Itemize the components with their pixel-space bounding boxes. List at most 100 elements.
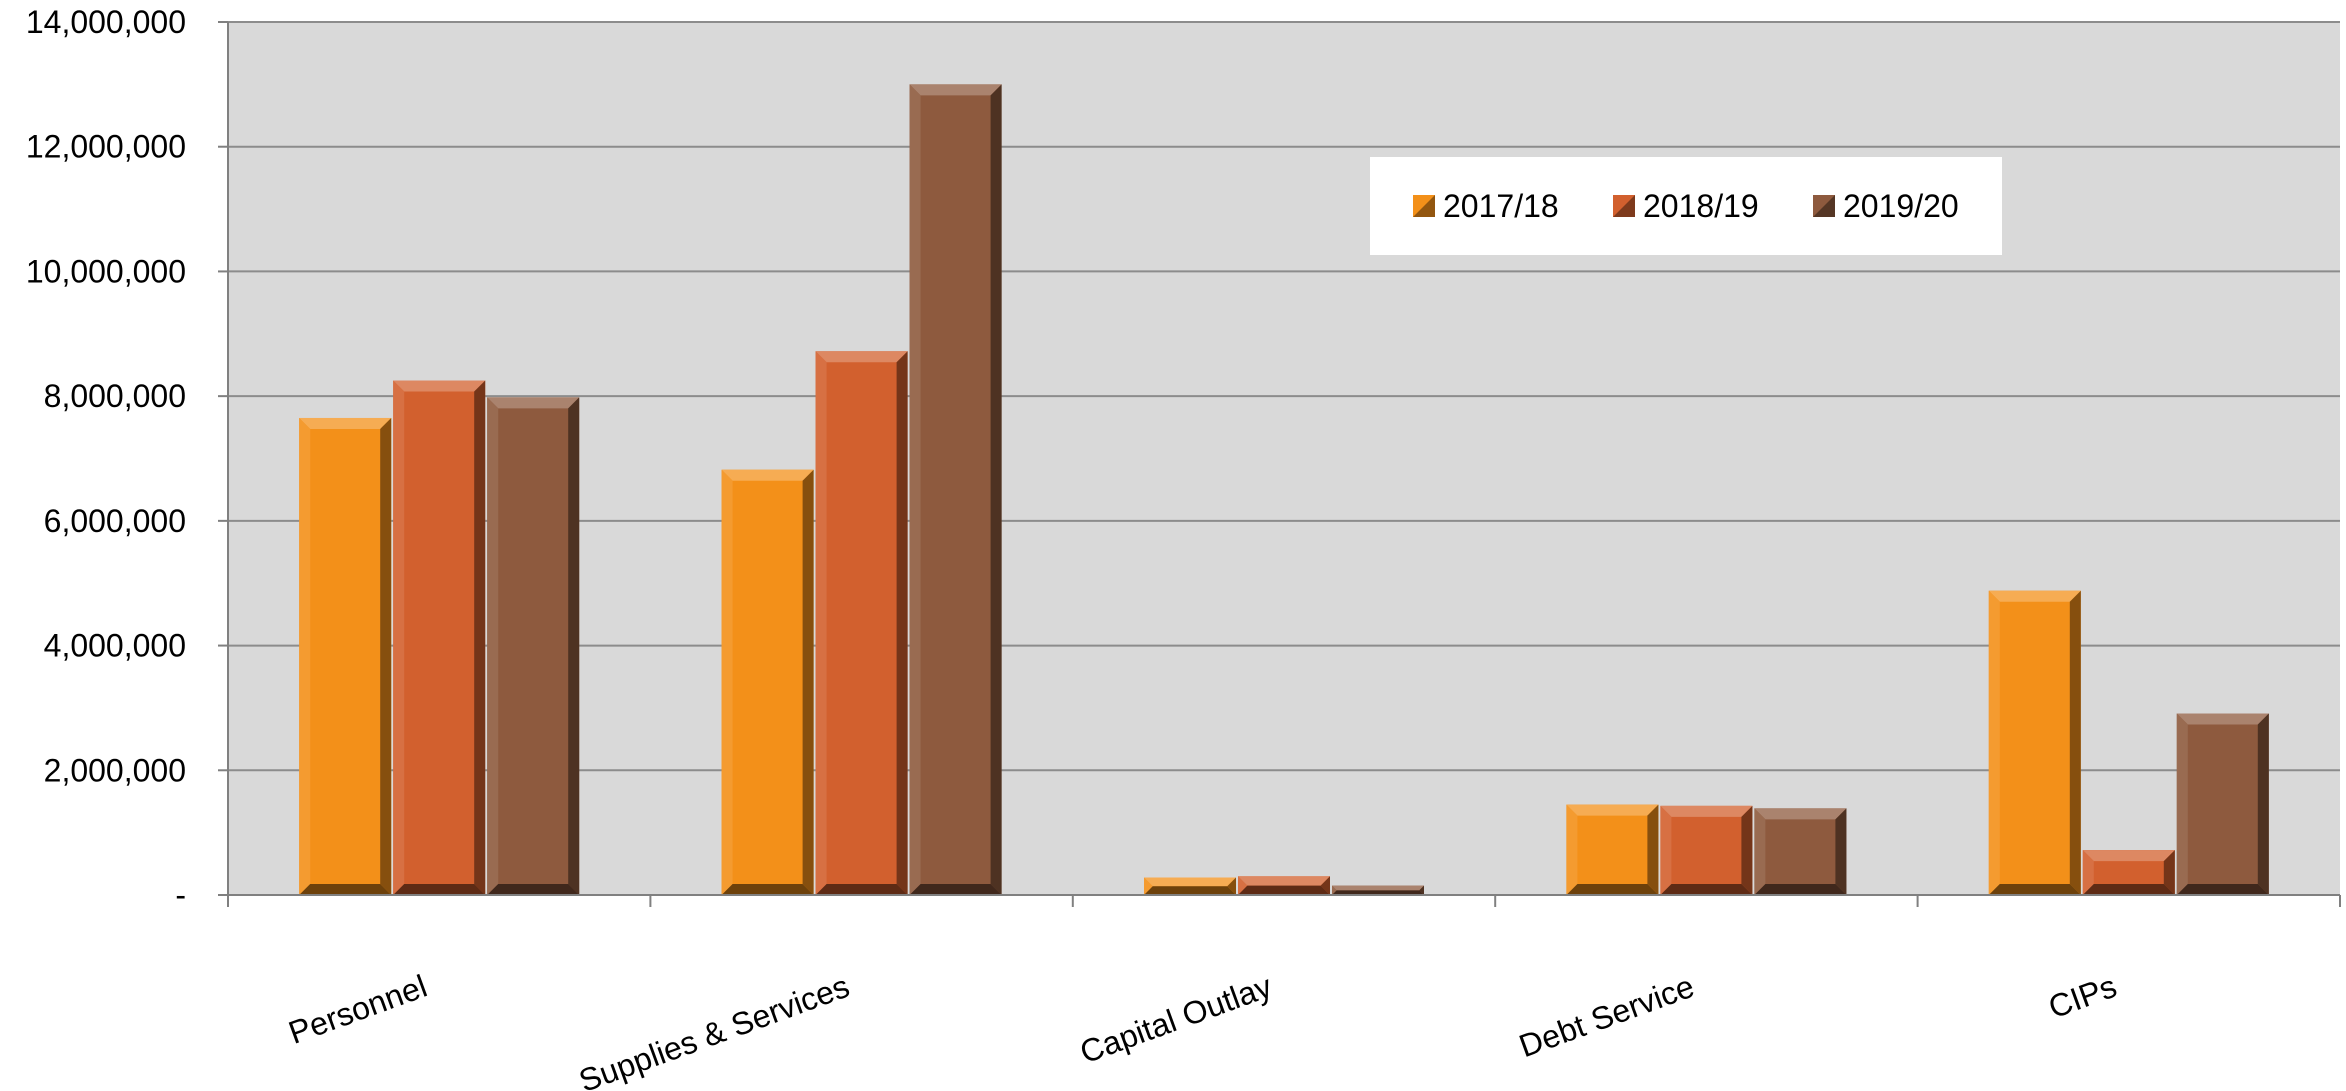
bar-bevel-top — [909, 84, 1002, 96]
bar-bevel-top — [299, 417, 392, 429]
bar-bevel-bottom — [1144, 886, 1236, 895]
bar-2018/19-Capital Outlay — [1238, 876, 1330, 895]
bar-bevel-top — [2176, 713, 2269, 725]
legend-item-2018/19: 2018/19 — [1613, 188, 1759, 224]
bar-bevel-top — [1660, 805, 1753, 817]
bar-bevel-bottom — [1988, 884, 2081, 895]
bar-2019/20-Capital Outlay — [1332, 885, 1424, 895]
bar-bevel-top — [1754, 808, 1847, 820]
bar-bevel-top — [1332, 885, 1424, 891]
x-axis-tick-marks — [227, 895, 2341, 907]
bar-bevel-left — [1566, 804, 1578, 895]
legend-box — [1370, 157, 2002, 255]
bar-bevel-left — [1754, 808, 1766, 895]
legend-label: 2017/18 — [1443, 188, 1559, 224]
y-tick-label: 14,000,000 — [26, 4, 186, 40]
bar-bevel-bottom — [815, 884, 908, 895]
bar-bevel-bottom — [1566, 884, 1659, 895]
x-category-label: Debt Service — [1514, 968, 1698, 1064]
y-tick-label: 6,000,000 — [44, 503, 186, 539]
bar-bevel-bottom — [1332, 890, 1424, 895]
bar-bevel-bottom — [721, 884, 814, 895]
bar-2019/20-Supplies & Services — [909, 84, 1002, 896]
bar-bevel-left — [2082, 850, 2094, 895]
bar-face — [1754, 808, 1847, 895]
bar-face — [2176, 713, 2269, 895]
bar-bevel-left — [1332, 885, 1337, 895]
bar-face — [721, 469, 814, 895]
bar-bevel-right — [2069, 590, 2081, 895]
bar-2019/20-CIPs — [2176, 713, 2269, 895]
x-category-label: Supplies & Services — [574, 968, 854, 1091]
bar-bevel-top — [1144, 877, 1236, 887]
bar-bevel-left — [1988, 590, 2000, 895]
bar-bevel-top — [393, 380, 486, 392]
bar-face — [815, 351, 908, 895]
bar-face — [1566, 804, 1659, 895]
bar-bevel-right — [1835, 808, 1847, 895]
bar-bevel-top — [487, 397, 580, 409]
bar-2018/19-Supplies & Services — [815, 351, 908, 895]
bar-bevel-bottom — [1660, 884, 1753, 895]
bar-bevel-right — [2257, 713, 2269, 895]
bar-bevel-left — [815, 351, 827, 895]
bar-bevel-bottom — [1754, 884, 1847, 895]
legend-label: 2019/20 — [1843, 188, 1959, 224]
bar-2018/19-CIPs — [2082, 850, 2175, 895]
bar-bevel-right — [896, 351, 908, 895]
bar-bevel-left — [299, 417, 311, 895]
legend-item-2019/20: 2019/20 — [1813, 188, 1959, 224]
bar-bevel-right — [802, 469, 814, 895]
bar-face — [393, 380, 486, 895]
x-axis-category-labels: Personnel Supplies & Services Capital Outl… — [284, 968, 2121, 1091]
bar-bevel-right — [568, 397, 580, 895]
bar-2017/18-Debt Service — [1566, 804, 1659, 895]
bar-bevel-top — [1566, 804, 1659, 816]
bar-2017/18-CIPs — [1988, 590, 2081, 895]
bar-bevel-bottom — [2176, 884, 2269, 895]
bar-bevel-right — [1419, 885, 1424, 895]
bar-bevel-right — [1647, 804, 1659, 895]
y-tick-label: 10,000,000 — [26, 253, 186, 289]
bars — [299, 84, 2269, 896]
bar-bevel-top — [1988, 590, 2081, 602]
bar-2018/19-Personnel — [393, 380, 486, 895]
bar-2017/18-Capital Outlay — [1144, 877, 1236, 895]
bar-face — [299, 417, 392, 895]
bar-bevel-bottom — [393, 884, 486, 895]
bar-bevel-left — [909, 84, 921, 896]
legend-label: 2018/19 — [1643, 188, 1759, 224]
bar-face — [487, 397, 580, 895]
bar-bevel-top — [815, 351, 908, 363]
x-category-label: Personnel — [284, 968, 432, 1051]
y-tick-label: - — [175, 877, 186, 913]
bar-bevel-top — [2082, 850, 2175, 862]
bar-face — [1988, 590, 2081, 895]
x-category-label: Capital Outlay — [1075, 968, 1276, 1071]
bar-2017/18-Personnel — [299, 417, 392, 895]
bar-bevel-left — [1660, 805, 1672, 895]
bar-bevel-right — [2163, 850, 2175, 895]
bar-bevel-right — [474, 380, 486, 895]
bar-bevel-left — [1144, 877, 1153, 895]
legend-swatch-shade — [1413, 195, 1435, 217]
grid-lines — [218, 21, 2340, 896]
bar-bevel-right — [1320, 876, 1330, 895]
bar-2018/19-Debt Service — [1660, 805, 1753, 895]
bar-2019/20-Personnel — [487, 397, 580, 895]
y-tick-label: 12,000,000 — [26, 129, 186, 165]
bar-2017/18-Supplies & Services — [721, 469, 814, 895]
legend: 2017/18 2018/19 2019/20 — [1370, 157, 2002, 255]
bar-face — [909, 84, 1002, 896]
y-tick-label: 8,000,000 — [44, 378, 186, 414]
bar-bevel-right — [380, 417, 392, 895]
bar-bevel-left — [487, 397, 499, 895]
y-tick-label: 4,000,000 — [44, 628, 186, 664]
bar-bevel-bottom — [909, 884, 1002, 895]
bar-bevel-bottom — [487, 884, 580, 895]
legend-swatch-shade — [1813, 195, 1835, 217]
bar-bevel-top — [1238, 876, 1330, 886]
legend-item-2017/18: 2017/18 — [1413, 188, 1559, 224]
bar-bevel-right — [1741, 805, 1753, 895]
